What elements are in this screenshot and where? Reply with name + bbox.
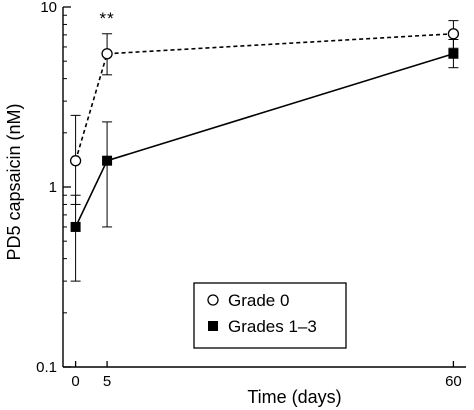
legend-box bbox=[193, 282, 347, 349]
legend-marker-grades-1-3 bbox=[208, 321, 218, 331]
legend-label-grades-1-3: Grades 1–3 bbox=[228, 317, 317, 336]
data-point bbox=[70, 221, 81, 232]
series-line bbox=[74, 52, 454, 228]
y-axis-title: PD5 capsaicin (nM) bbox=[4, 103, 24, 260]
y-tick-label: 0.1 bbox=[36, 359, 57, 376]
data-point bbox=[448, 48, 459, 59]
significance-annotation: ** bbox=[99, 9, 114, 28]
data-point bbox=[69, 155, 82, 167]
legend-label-grade-0: Grade 0 bbox=[228, 291, 289, 310]
data-point bbox=[102, 155, 113, 166]
x-axis-title: Time (days) bbox=[247, 387, 341, 407]
x-tick-label: 0 bbox=[71, 373, 79, 390]
axes: 0.1 1 10 0 5 60 bbox=[36, 0, 466, 390]
y-tick-label: 10 bbox=[40, 0, 57, 16]
data-point bbox=[101, 48, 113, 60]
series-grades-1-3 bbox=[70, 38, 459, 282]
legend: Grade 0 Grades 1–3 bbox=[193, 282, 347, 349]
series-line bbox=[74, 32, 454, 161]
x-tick-label: 5 bbox=[103, 373, 111, 390]
data-point bbox=[447, 28, 460, 40]
legend-marker-grade-0 bbox=[207, 294, 219, 306]
x-tick-label: 60 bbox=[445, 373, 462, 390]
series-layer bbox=[69, 20, 460, 282]
y-tick-label: 1 bbox=[49, 179, 57, 196]
